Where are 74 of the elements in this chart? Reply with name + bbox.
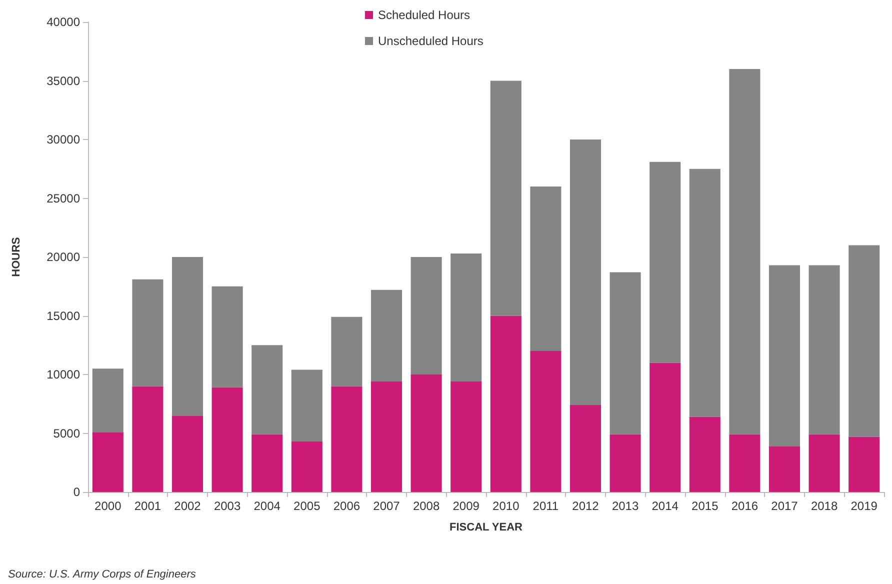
y-tick-label: 5000 — [53, 426, 80, 440]
x-tick-label: 2007 — [373, 499, 400, 513]
bar — [650, 362, 681, 492]
bar — [450, 253, 482, 382]
x-tick-label: 2009 — [452, 499, 480, 513]
legend-label: Scheduled Hours — [378, 8, 470, 22]
x-tick-label: 2015 — [692, 499, 719, 513]
x-tick-label: 2008 — [412, 499, 440, 513]
bar — [689, 168, 720, 417]
x-tick-label: 2013 — [612, 499, 639, 513]
bar — [768, 265, 800, 446]
bar — [252, 345, 283, 434]
y-tick-label: 10000 — [46, 368, 80, 382]
bar — [370, 290, 402, 382]
bar — [729, 69, 760, 434]
bar — [530, 186, 562, 351]
bar — [92, 368, 124, 432]
bar — [450, 382, 482, 492]
x-tick-label: 2001 — [134, 499, 162, 513]
bar — [172, 257, 204, 416]
x-axis-title: FISCAL YEAR — [450, 522, 523, 534]
bar — [410, 257, 442, 374]
bar — [490, 316, 522, 492]
y-tick-label: 30000 — [46, 132, 80, 146]
bar — [570, 140, 602, 406]
bar — [610, 434, 641, 492]
bar — [490, 80, 522, 316]
bar — [291, 441, 322, 492]
x-tick-label: 2019 — [850, 499, 878, 513]
bar — [689, 416, 720, 492]
y-tick-label: 20000 — [46, 250, 80, 264]
bar — [808, 434, 840, 492]
x-tick-label: 2002 — [174, 499, 202, 513]
x-tick-label: 2018 — [810, 499, 838, 513]
y-axis-title: HOURS — [10, 237, 22, 277]
x-tick-label: 2004 — [254, 499, 281, 513]
y-tick-label: 15000 — [46, 308, 80, 323]
bar — [570, 405, 602, 492]
bar — [530, 351, 562, 492]
source-note: Source: U.S. Army Corps of Engineers — [8, 568, 196, 580]
x-tick-label: 2006 — [333, 499, 360, 513]
x-tick-label: 2017 — [771, 499, 798, 513]
bar — [331, 386, 362, 492]
x-tick-label: 2010 — [492, 499, 520, 513]
x-tick-label: 2014 — [652, 499, 679, 513]
bar — [212, 286, 243, 388]
bar — [768, 446, 800, 492]
bar — [848, 436, 880, 492]
bar — [650, 162, 681, 363]
x-tick-label: 2011 — [532, 499, 559, 513]
y-tick-label: 35000 — [46, 74, 80, 88]
bar — [410, 374, 442, 492]
y-tick-label: 0 — [73, 485, 80, 499]
y-tick-label: 40000 — [46, 15, 80, 29]
x-tick-label: 2016 — [731, 499, 758, 513]
bar — [610, 272, 641, 434]
x-tick-label: 2005 — [294, 499, 321, 513]
bar — [132, 279, 164, 386]
bar — [729, 434, 760, 492]
bar — [808, 265, 840, 434]
legend-label: Unscheduled Hours — [378, 34, 484, 48]
x-tick-label: 2012 — [572, 499, 600, 513]
bar — [252, 434, 283, 492]
x-tick-label: 2000 — [94, 499, 122, 513]
bar — [848, 245, 880, 437]
bar — [212, 387, 243, 492]
bar — [331, 316, 362, 386]
bar — [92, 432, 124, 492]
bar — [172, 416, 204, 492]
bar — [291, 370, 322, 442]
bar — [132, 386, 164, 492]
x-tick-label: 2003 — [214, 499, 241, 513]
bar — [370, 382, 402, 492]
y-tick-label: 25000 — [46, 191, 80, 206]
